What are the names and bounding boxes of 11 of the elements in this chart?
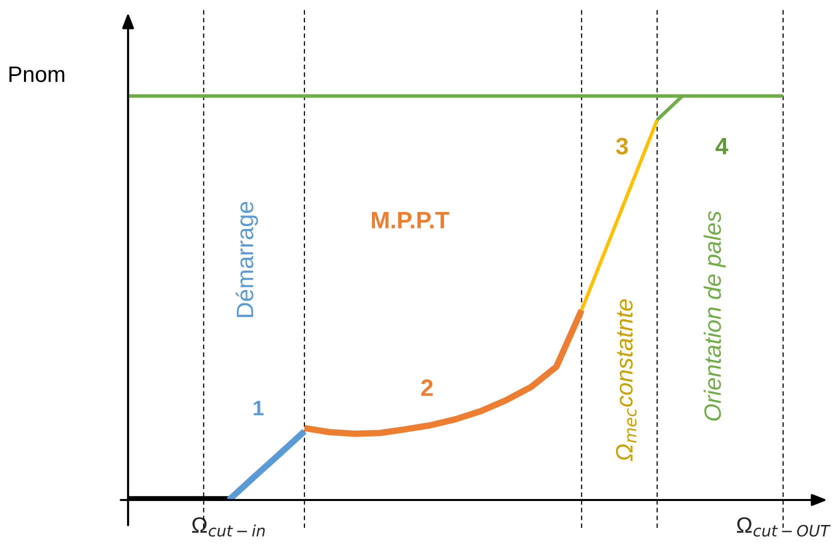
annotation: Ω$_{mec}$constatnte: [616, 299, 637, 462]
annotation: 2: [421, 379, 433, 396]
annotation: 3: [616, 138, 628, 155]
annotation: 1: [254, 400, 264, 416]
annotation: M.P.P.T: [372, 212, 450, 228]
annotation: Orientation de pales: [704, 211, 726, 421]
x-tick-label: Ω$_{cut−in}$: [192, 517, 265, 537]
annotation: Démarrage: [236, 202, 258, 318]
x-tick-label: Ω$_{cut−OUT}$: [736, 517, 831, 537]
text: Pnom: [9, 66, 64, 82]
annotation: 4: [716, 138, 728, 154]
